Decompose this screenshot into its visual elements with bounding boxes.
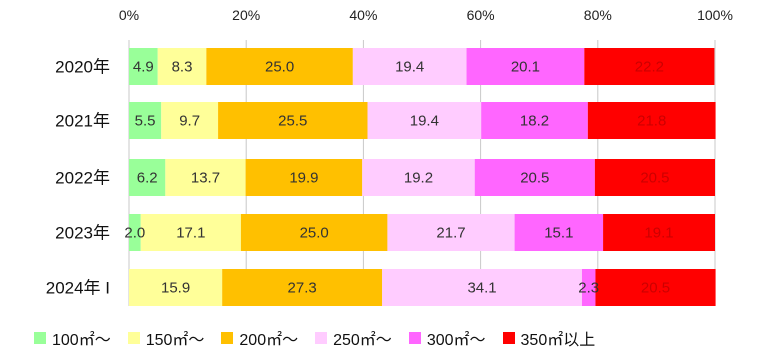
- legend-swatch: [502, 332, 515, 344]
- data-label: 34.1: [467, 280, 496, 297]
- category-label: 2022年: [55, 169, 110, 188]
- data-label: 25.0: [300, 225, 329, 242]
- data-label: 20.5: [640, 170, 669, 187]
- data-label: 5.5: [135, 113, 156, 130]
- data-label: 25.5: [278, 113, 307, 130]
- legend-item: 200㎡～: [221, 326, 298, 350]
- bar-segment: [157, 48, 207, 85]
- legend: 100㎡～ 150㎡～ 200㎡～ 250㎡～ 300㎡～ 350㎡以上: [34, 326, 612, 350]
- bar-segment: [382, 269, 582, 306]
- data-label: 15.9: [161, 280, 190, 297]
- bar-segment: [367, 102, 482, 139]
- bar-segment: [165, 159, 246, 196]
- bar-segment: [129, 159, 166, 196]
- data-label: 6.2: [137, 170, 158, 187]
- bar-segment: [594, 159, 715, 196]
- x-tick-label: 60%: [467, 7, 495, 23]
- x-tick-label: 40%: [349, 7, 377, 23]
- data-label: 21.8: [637, 113, 666, 130]
- legend-item: 150㎡～: [127, 326, 205, 350]
- legend-label: 100㎡～: [52, 332, 111, 349]
- bar-segment: [584, 48, 715, 85]
- bar-segment: [129, 102, 162, 139]
- x-axis-ticks: 0% 20% 40% 60% 80% 100%: [119, 7, 733, 23]
- bar-segment: [352, 48, 467, 85]
- category-label: 2024年 I: [46, 279, 110, 298]
- legend-item: 350㎡以上: [502, 326, 596, 350]
- data-labels: 4.9 8.3 25.0 19.4 20.1 22.2 5.5 9.7 25.5 19.4 18.2…: [124, 59, 673, 297]
- category-label: 2020年: [55, 58, 110, 77]
- data-label: 8.3: [172, 59, 193, 76]
- data-label: 9.7: [179, 113, 200, 130]
- bar-segment: [140, 214, 241, 251]
- bar-segment: [129, 214, 141, 251]
- data-label: 2.3: [578, 280, 599, 297]
- legend-swatch: [408, 332, 421, 344]
- data-label: 15.1: [544, 225, 573, 242]
- category-labels: 2020年 2021年 2022年 2023年 2024年 I: [46, 58, 110, 298]
- bar-segment: [129, 269, 223, 306]
- data-label: 19.4: [410, 113, 439, 130]
- legend-swatch: [221, 332, 234, 344]
- bar-segment: [387, 214, 515, 251]
- legend-item: 250㎡～: [315, 326, 392, 350]
- data-label: 2.0: [124, 225, 145, 242]
- data-label: 19.9: [289, 170, 318, 187]
- data-label: 21.7: [436, 225, 465, 242]
- legend-label: 300㎡～: [426, 332, 486, 349]
- bar-segment: [603, 214, 715, 251]
- category-label: 2021年: [55, 112, 110, 131]
- legend-item: 100㎡～: [34, 326, 111, 350]
- data-label: 22.2: [635, 59, 664, 76]
- data-label: 4.9: [133, 59, 154, 76]
- bar-segment: [206, 48, 353, 85]
- x-tick-label: 80%: [584, 7, 612, 23]
- legend-swatch: [127, 332, 140, 344]
- x-tick-label: 20%: [232, 7, 260, 23]
- bar-segment: [222, 269, 383, 306]
- data-label: 27.3: [288, 280, 317, 297]
- bar-segment: [161, 102, 219, 139]
- data-label: 25.0: [265, 59, 294, 76]
- bar-segment: [466, 48, 585, 85]
- legend-label: 150㎡～: [145, 332, 205, 349]
- bar-segment: [362, 159, 475, 196]
- legend-item: 300㎡～: [408, 326, 486, 350]
- legend-swatch: [315, 332, 328, 344]
- data-label: 19.1: [644, 225, 673, 242]
- legend-label: 200㎡～: [239, 332, 299, 349]
- bar-segment: [245, 159, 363, 196]
- bar-segment: [218, 102, 368, 139]
- data-label: 13.7: [191, 170, 220, 187]
- data-label: 19.2: [404, 170, 433, 187]
- legend-label: 350㎡以上: [520, 332, 596, 349]
- x-tick-label: 0%: [119, 7, 139, 23]
- legend-label: 250㎡～: [333, 332, 392, 349]
- data-label: 20.1: [511, 59, 540, 76]
- bar-segment: [587, 102, 716, 139]
- x-tick-label: 100%: [697, 7, 733, 23]
- data-label: 18.2: [520, 113, 549, 130]
- category-label: 2023年: [55, 224, 110, 243]
- bar-segment: [240, 214, 388, 251]
- data-label: 17.1: [176, 225, 205, 242]
- bars: [129, 48, 716, 306]
- bar-segment: [595, 269, 716, 306]
- bar-segment: [129, 48, 158, 85]
- bar-segment: [481, 102, 588, 139]
- data-label: 19.4: [395, 59, 424, 76]
- data-label: 20.5: [641, 280, 670, 297]
- bar-segment: [514, 214, 604, 251]
- bar-segment: [581, 269, 596, 306]
- data-label: 20.5: [520, 170, 549, 187]
- bar-segment: [474, 159, 595, 196]
- legend-swatch: [34, 332, 46, 344]
